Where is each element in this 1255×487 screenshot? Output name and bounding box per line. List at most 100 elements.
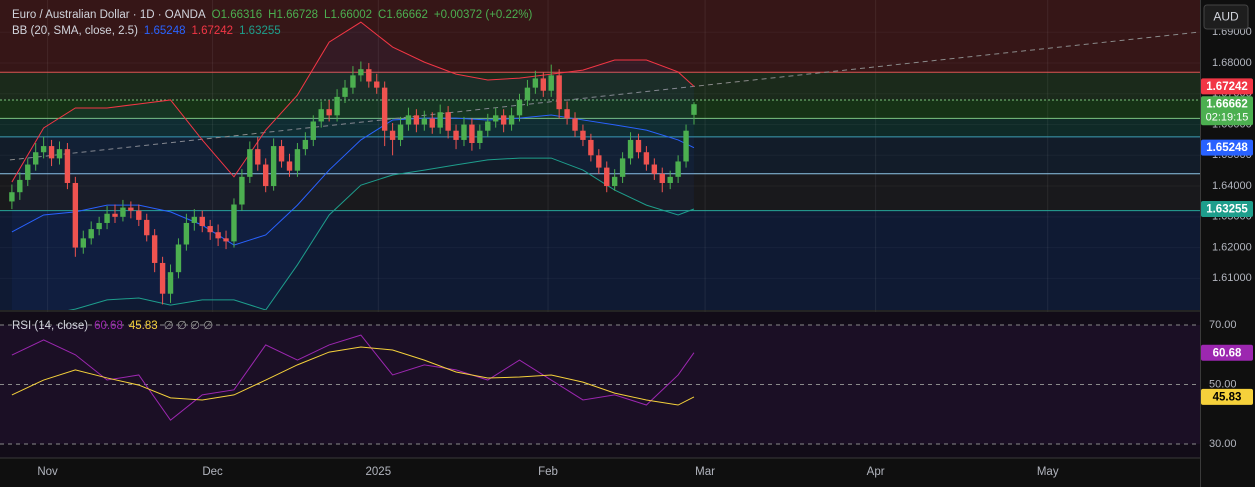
- bb-value: 1.63255: [239, 25, 281, 37]
- rsi-value: 60.68: [94, 320, 123, 332]
- bb-badge-bg: [1201, 78, 1253, 95]
- candle-body: [207, 226, 213, 233]
- candle-body: [397, 124, 404, 140]
- candle-body: [144, 219, 150, 236]
- rsi-line: [11, 346, 695, 406]
- candle-body: [374, 81, 380, 88]
- ohlc-value: C1.66662: [378, 9, 428, 21]
- candle-body: [167, 272, 174, 294]
- currency-label: AUD: [1213, 10, 1239, 24]
- candle-body: [500, 115, 507, 125]
- bb-line: [11, 114, 695, 246]
- rsi-badge: 60.68: [1213, 347, 1242, 359]
- candle-body: [231, 204, 237, 242]
- candle-body: [175, 244, 182, 273]
- candle-body: [405, 115, 412, 125]
- candle-body: [635, 139, 642, 153]
- y-tick-label: 1.64000: [1212, 180, 1252, 192]
- ohlc-value: H1.66728: [268, 9, 318, 21]
- y-tick-label: 1.61000: [1212, 272, 1252, 284]
- ohlc-value: O1.66316: [212, 9, 263, 21]
- candle-body: [540, 78, 546, 91]
- candle-body: [548, 75, 554, 91]
- candle-body: [469, 124, 475, 144]
- candle-body: [659, 173, 665, 183]
- candle-body: [350, 75, 356, 88]
- candle-body: [80, 238, 86, 248]
- candle-body: [56, 149, 63, 159]
- candle-body: [596, 155, 602, 168]
- countdown: 02:19:15: [1206, 112, 1249, 124]
- candle-body: [40, 146, 47, 153]
- candle-body: [294, 149, 301, 171]
- candle-body: [389, 130, 396, 140]
- candle-body: [104, 213, 110, 223]
- candle-body: [223, 238, 229, 242]
- candle-body: [683, 130, 689, 162]
- bb-line: [67, 157, 695, 310]
- candle-body: [286, 161, 293, 171]
- bb-badge: 1.63255: [1206, 204, 1248, 216]
- candle-body: [691, 104, 697, 115]
- bb-fill: [11, 22, 694, 310]
- candle-body: [247, 149, 253, 177]
- x-tick-label: Feb: [538, 466, 558, 478]
- candle-body: [588, 139, 594, 156]
- candle-body: [255, 149, 261, 165]
- candle-body: [136, 210, 142, 220]
- candle-body: [611, 176, 618, 187]
- candle-body: [358, 69, 364, 76]
- candle-body: [381, 87, 388, 131]
- candle-body: [580, 130, 586, 140]
- x-tick-label: Apr: [867, 466, 885, 478]
- trend-line: [9, 31, 1200, 161]
- candle-body: [215, 232, 221, 239]
- zone-fill: [0, 72, 1200, 100]
- candle-body: [413, 115, 420, 125]
- zone-fill: [0, 0, 1200, 73]
- bb-title: BB (20, SMA, close, 2.5): [12, 25, 138, 37]
- zone-fill: [0, 173, 1200, 211]
- candle-body: [72, 182, 79, 248]
- rsi-tick-label: 50.00: [1209, 378, 1237, 390]
- candle-body: [421, 118, 428, 125]
- x-tick-label: Dec: [202, 466, 223, 478]
- candle-body: [619, 158, 626, 177]
- bb-badge: 1.67242: [1206, 81, 1248, 93]
- candle-body: [667, 176, 673, 183]
- rsi-badge-bg: [1201, 344, 1253, 361]
- candle-body: [159, 262, 166, 294]
- candle-body: [564, 109, 570, 119]
- rsi-badge: 45.83: [1213, 391, 1242, 403]
- candle-body: [516, 99, 523, 116]
- ohlc-value: L1.66002: [324, 9, 372, 21]
- rsi-ma-value: 45.83: [129, 320, 158, 332]
- candle-body: [270, 146, 277, 187]
- candle-body: [437, 112, 443, 128]
- candle-body: [627, 139, 634, 159]
- candle-body: [643, 152, 650, 165]
- candle-body: [342, 87, 348, 97]
- candle-body: [151, 235, 158, 263]
- candle-body: [120, 207, 126, 217]
- rsi-pane: [0, 324, 1200, 445]
- bb-badge-bg: [1201, 139, 1253, 156]
- x-tick-label: Nov: [37, 466, 58, 478]
- price-pane: [0, 21, 1200, 310]
- zone-fill: [0, 118, 1200, 137]
- candle-body: [318, 109, 324, 122]
- candle-body: [263, 164, 269, 187]
- rsi-line: [11, 334, 695, 421]
- candle-body: [572, 118, 578, 131]
- candle-body: [96, 222, 102, 230]
- candle-body: [112, 213, 118, 217]
- zone-fill: [0, 210, 1200, 310]
- rsi-title: RSI (14, close): [12, 320, 88, 332]
- candle-body: [64, 149, 71, 183]
- currency-button[interactable]: [1203, 4, 1249, 30]
- x-tick-label: Mar: [695, 466, 715, 478]
- rsi-tick-label: 70.00: [1209, 319, 1237, 331]
- bb-value: 1.67242: [192, 25, 234, 37]
